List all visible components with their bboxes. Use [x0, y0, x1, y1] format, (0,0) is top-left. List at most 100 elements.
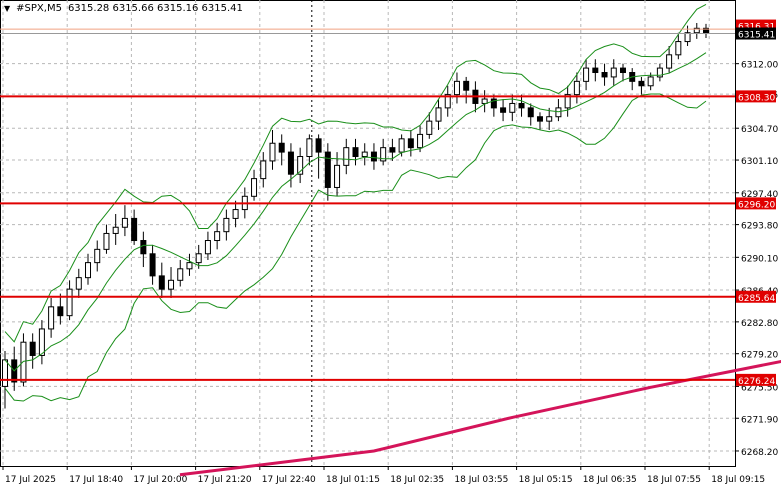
- candle-body: [57, 306, 64, 317]
- candle-body: [463, 80, 470, 91]
- candle-body: [324, 151, 331, 188]
- candle-body: [527, 107, 534, 118]
- candle-body: [370, 151, 377, 162]
- price-level-label: 6276.24: [738, 377, 775, 387]
- x-tick-label: 18 Jul 03:55: [454, 475, 508, 485]
- candle-body: [2, 359, 8, 387]
- x-tick-label: 17 Jul 18:40: [69, 475, 123, 485]
- candle-body: [656, 67, 663, 78]
- candle-body: [149, 253, 156, 277]
- candle-body: [297, 156, 304, 175]
- candle-body: [66, 288, 73, 317]
- candle-body: [610, 67, 617, 78]
- y-tick-label: 6297.40: [741, 190, 778, 200]
- candle-body: [20, 341, 27, 383]
- x-tick-label: 18 Jul 07:55: [647, 475, 701, 485]
- candle-body: [214, 231, 221, 242]
- candle-body: [343, 147, 350, 166]
- candle-body: [601, 72, 608, 78]
- price-level-label: 6296.20: [738, 200, 775, 210]
- candle-body: [509, 102, 516, 113]
- y-tick-label: 6290.10: [741, 254, 778, 264]
- candle-body: [251, 178, 258, 197]
- plot-frame: [0, 0, 736, 467]
- candle-body: [573, 80, 580, 96]
- candle-body: [352, 147, 359, 158]
- candle-body: [444, 94, 451, 109]
- candle-body: [546, 116, 553, 122]
- candle-body: [426, 120, 433, 135]
- candle-body: [269, 142, 276, 162]
- candle-body: [131, 217, 138, 242]
- candle-body: [555, 107, 562, 118]
- candle-body: [223, 217, 230, 233]
- candle-body: [647, 76, 654, 87]
- candle-body: [29, 341, 36, 356]
- candle-body: [75, 277, 82, 290]
- moving-average-long: [179, 359, 781, 477]
- candle-body: [168, 279, 175, 290]
- price-level-label-bg: [736, 373, 776, 386]
- bollinger-upper: [4, 3, 707, 343]
- y-tick-label: 6271.90: [741, 415, 778, 425]
- candle-body: [638, 80, 645, 87]
- candle-body: [518, 102, 525, 109]
- x-tick-label: 17 Jul 20:00: [133, 475, 187, 485]
- candle-body: [306, 138, 313, 158]
- candle-body: [334, 164, 341, 188]
- candle-body: [315, 138, 322, 153]
- candle-body: [38, 328, 45, 356]
- chart-header: ▼ #SPX,M5 6315.28 6315.66 6315.16 6315.4…: [4, 3, 243, 14]
- candle-body: [380, 147, 387, 162]
- candle-body: [583, 67, 590, 82]
- y-tick-label: 6312.00: [741, 61, 778, 71]
- y-tick-label: 6268.20: [741, 448, 778, 458]
- candle-body: [94, 248, 101, 264]
- price-level-label-bg: [736, 90, 776, 103]
- price-level-label: 6308.30: [738, 93, 775, 103]
- candle-body: [536, 116, 543, 122]
- candle-body: [260, 160, 267, 180]
- y-tick-label: 6275.50: [741, 383, 778, 393]
- ohlc-readout: 6315.28 6315.66 6315.16 6315.41: [67, 3, 243, 14]
- symbol-label: #SPX,M5: [16, 3, 62, 14]
- price-level-label: 6285.64: [738, 294, 775, 304]
- x-tick-label: 17 Jul 2025: [5, 475, 56, 485]
- y-tick-label: 6304.70: [741, 125, 778, 135]
- y-tick-label: 6293.80: [741, 222, 778, 232]
- current-price-label-bg: [736, 27, 776, 40]
- candle-body: [417, 133, 424, 149]
- candle-body: [453, 80, 460, 96]
- price-level-label-bg: [736, 290, 776, 303]
- y-tick-label: 6301.10: [741, 157, 778, 167]
- candle-body: [435, 107, 442, 122]
- price-level-label-bg: [736, 197, 776, 210]
- x-tick-label: 17 Jul 22:40: [262, 475, 316, 485]
- x-tick-label: 17 Jul 21:20: [198, 475, 252, 485]
- candle-body: [287, 151, 294, 175]
- candle-body: [490, 98, 497, 109]
- candle-body: [361, 151, 368, 158]
- triangle-down-icon[interactable]: ▼: [4, 4, 11, 13]
- candle-body: [619, 67, 626, 74]
- candle-body: [195, 253, 202, 264]
- candle-body: [684, 32, 691, 43]
- candle-body: [389, 147, 396, 153]
- current-price-label: 6315.41: [738, 31, 775, 41]
- x-tick-label: 18 Jul 06:35: [583, 475, 637, 485]
- candle-body: [278, 142, 285, 153]
- candle-body: [407, 138, 414, 149]
- candle-body: [500, 107, 507, 113]
- candle-body: [85, 262, 92, 279]
- bollinger-middle: [4, 52, 707, 372]
- candle-body: [398, 138, 405, 153]
- candle-body: [693, 27, 700, 34]
- candle-body: [121, 217, 128, 228]
- bollinger-lower: [4, 93, 707, 402]
- x-tick-label: 18 Jul 01:15: [326, 475, 380, 485]
- candle-body: [232, 209, 239, 219]
- y-tick-label: 6282.80: [741, 319, 778, 329]
- candle-body: [564, 94, 571, 109]
